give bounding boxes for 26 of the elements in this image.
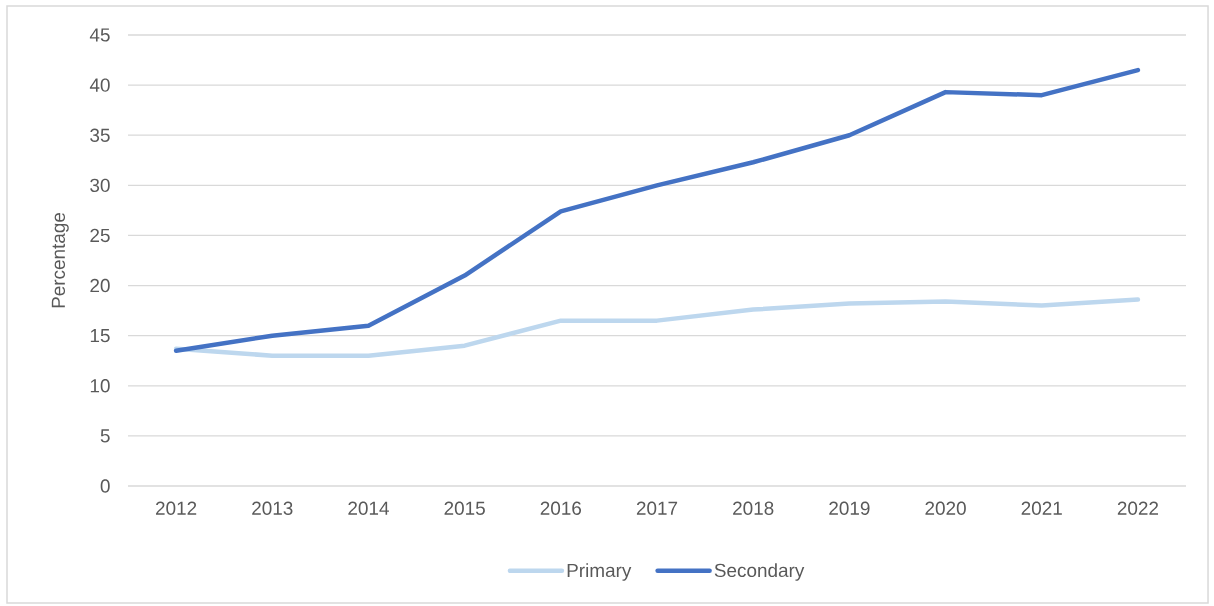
y-tick-label: 5: [100, 429, 110, 443]
x-tick-label: 2012: [155, 501, 197, 515]
line-series: [173, 67, 1141, 353]
y-tick-label: 20: [90, 278, 110, 293]
x-tick-label: 2013: [252, 501, 293, 515]
x-tick-label: 2015: [444, 501, 485, 515]
y-tick-label: 35: [90, 128, 110, 142]
x-tick-label: 2021: [1021, 501, 1062, 515]
legend-label: Secondary: [714, 563, 805, 581]
x-tick-label: 2017: [636, 501, 678, 515]
x-tick-label: 2020: [925, 501, 966, 515]
y-tick-label: 10: [90, 379, 110, 393]
x-tick-label: 2016: [540, 501, 582, 515]
x-tick-label: 2022: [1117, 501, 1159, 515]
x-tick-label: 2018: [733, 501, 774, 515]
line-series: [173, 297, 1141, 358]
x-tick-label: 2019: [829, 501, 870, 515]
y-tick-label: 45: [89, 28, 110, 42]
y-tick-label: 40: [89, 78, 110, 92]
y-axis-title: Percentage: [51, 212, 69, 308]
y-tick-label: 0: [100, 479, 110, 493]
x-tick-label: 2014: [348, 501, 389, 515]
y-tick-label: 25: [90, 228, 110, 243]
y-tick-label: 15: [90, 329, 110, 343]
y-tick-label: 30: [90, 178, 110, 193]
legend-label: Primary: [567, 563, 632, 581]
